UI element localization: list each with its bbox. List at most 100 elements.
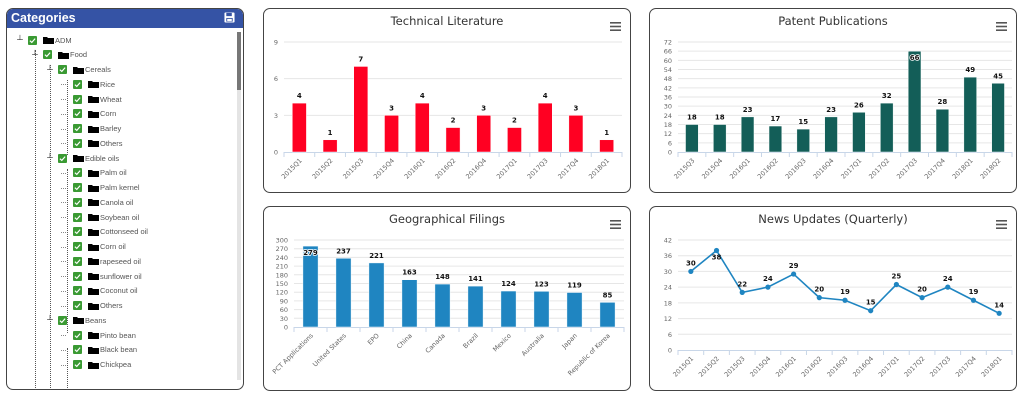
x-tick-label: 2017Q2 [867, 157, 891, 181]
checkbox[interactable] [73, 360, 82, 369]
checkbox[interactable] [58, 65, 67, 74]
folder-icon [88, 110, 99, 118]
tree-node[interactable]: Palm kernel [60, 181, 140, 195]
checkbox[interactable] [73, 330, 82, 340]
tree-node[interactable]: rapeseed oil [60, 254, 141, 268]
x-tick-label: Japan [560, 332, 579, 351]
collapse-toggle-icon[interactable]: ┴ [32, 49, 38, 59]
x-tick-label: 2016Q4 [812, 157, 836, 181]
tree-node[interactable]: Others [60, 136, 123, 150]
checkbox[interactable] [73, 138, 82, 148]
checkbox[interactable] [58, 153, 67, 163]
x-tick-label: 2016Q3 [826, 355, 850, 379]
checkbox[interactable] [73, 183, 82, 192]
checkbox[interactable] [43, 50, 52, 60]
tree-connector [60, 183, 70, 193]
tree-guide-line [35, 50, 36, 388]
hamburger-menu-icon[interactable] [996, 22, 1007, 31]
data-label: 24 [943, 275, 953, 283]
tree-node-label: Rice [100, 79, 116, 89]
checkbox[interactable] [73, 345, 82, 355]
bar [445, 127, 461, 153]
collapse-toggle-icon[interactable]: ┴ [17, 35, 23, 44]
y-tick-label: 6 [274, 75, 278, 83]
y-tick-label: 24 [664, 112, 672, 120]
tree-node[interactable]: Chickpea [60, 358, 131, 372]
tree-node[interactable]: Corn oil [60, 240, 126, 254]
y-tick-label: 180 [276, 271, 288, 279]
tree-node[interactable]: Black bean [60, 343, 137, 357]
checkbox[interactable] [73, 94, 82, 104]
tree-node[interactable]: ┴ Edible oils [45, 151, 119, 165]
x-tick-label: 2017Q3 [928, 355, 952, 379]
tree-node[interactable]: Rice [60, 77, 115, 91]
x-tick-label: United States [311, 331, 348, 368]
checkbox[interactable] [73, 301, 82, 310]
tree-connector [60, 345, 70, 355]
tree-node[interactable]: Canola oil [60, 195, 133, 209]
chart-title: Technical Literature [390, 14, 504, 28]
checkbox[interactable] [28, 35, 37, 45]
data-point [919, 295, 925, 301]
tree-node[interactable]: ┴ Cereals [45, 63, 111, 77]
technical-literature-panel: Technical Literature 0 3 6 9 2015Q1 2015Q2 201… [263, 8, 631, 193]
tree-node[interactable]: Others [60, 299, 123, 313]
tree-node[interactable]: sunflower oil [60, 269, 142, 283]
tree-scrollbar-thumb[interactable] [237, 32, 241, 90]
tree-node-label: Beans [85, 315, 107, 325]
x-tick-label: 2015Q2 [697, 355, 721, 379]
tree-connector-line [61, 276, 66, 277]
hamburger-menu-icon[interactable] [610, 22, 621, 31]
tree-node[interactable]: Cottonseed oil [60, 225, 148, 239]
checkbox[interactable] [73, 242, 82, 251]
checkbox[interactable] [73, 212, 82, 222]
checkbox[interactable] [73, 197, 82, 207]
tree-node[interactable]: Wheat [60, 92, 122, 106]
tree-node[interactable]: ┴ ADM [15, 33, 72, 47]
geographical-filings-panel: Geographical Filings 0 30 60 90 120 150 180 210… [263, 206, 631, 391]
x-tick-label: 2016Q4 [464, 157, 488, 181]
data-label: 4 [543, 92, 548, 100]
tree-node[interactable]: Palm oil [60, 166, 127, 180]
folder-icon [88, 140, 99, 148]
tree-node[interactable]: ┴ Food [30, 48, 87, 62]
data-label: 23 [743, 106, 753, 114]
tree-node[interactable]: Coconut oil [60, 284, 138, 298]
y-tick-label: 9 [274, 39, 278, 47]
tree-connector [60, 242, 70, 252]
collapse-toggle-icon[interactable]: ┴ [47, 64, 53, 74]
data-point [893, 281, 899, 288]
checkbox[interactable] [58, 315, 67, 325]
collapse-toggle-icon[interactable]: ┴ [47, 153, 53, 162]
tree-node[interactable]: Corn [60, 107, 116, 121]
checkbox[interactable] [73, 271, 82, 281]
floppy-disk-icon[interactable] [224, 12, 235, 23]
bar [292, 102, 307, 153]
chart-title: Geographical Filings [388, 212, 506, 226]
tree-node[interactable]: Barley [60, 122, 121, 136]
hamburger-menu-icon[interactable] [996, 220, 1007, 229]
x-tick-label: 2015Q4 [372, 157, 396, 181]
data-label: 32 [882, 92, 892, 100]
tree-node[interactable]: ┴ Beans [45, 313, 106, 327]
x-tick-label: 2016Q1 [403, 157, 427, 181]
tree-scrollbar[interactable] [237, 32, 241, 380]
tree-node-label: Chickpea [100, 360, 132, 369]
x-tick-label: 2015Q2 [311, 157, 335, 181]
tree-connector-line [61, 172, 66, 174]
checkbox[interactable] [73, 227, 82, 237]
checkbox[interactable] [73, 109, 82, 119]
tree-node[interactable]: Soybean oil [60, 210, 139, 224]
checkbox[interactable] [73, 168, 82, 178]
tree-guide-line [67, 169, 68, 333]
collapse-toggle-icon[interactable]: ┴ [47, 315, 53, 325]
checkbox[interactable] [73, 79, 82, 89]
hamburger-menu-icon[interactable] [610, 220, 621, 229]
data-label: 124 [501, 280, 516, 288]
tree-connector-line [61, 349, 66, 351]
tree-node[interactable]: Pinto bean [60, 328, 136, 342]
checkbox[interactable] [73, 124, 82, 133]
checkbox[interactable] [73, 256, 82, 266]
checkbox[interactable] [73, 286, 82, 296]
tree-connector-line [61, 364, 66, 366]
